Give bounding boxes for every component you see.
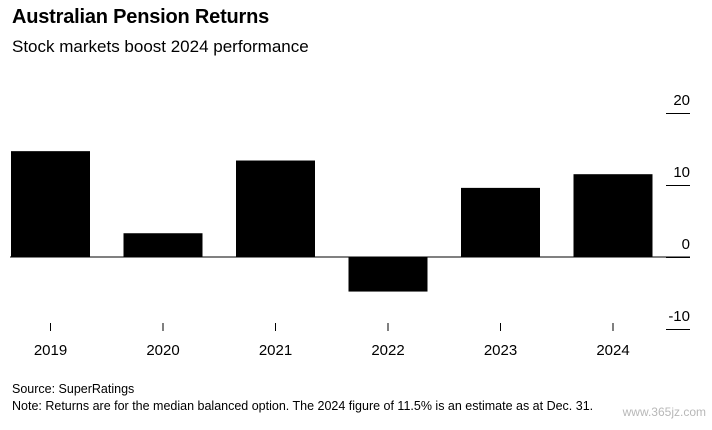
bar-2022 [348, 257, 428, 292]
chart-title: Australian Pension Returns [12, 6, 270, 28]
y-tick-label: 20 [673, 92, 690, 109]
watermark: www.365jz.com [622, 405, 706, 419]
chart-subtitle: Stock markets boost 2024 performance [12, 37, 309, 56]
bar-2023 [461, 187, 540, 257]
bar-2021 [236, 160, 315, 257]
y-tick-label: 10 [673, 164, 690, 181]
y-tick-label: 0 [682, 236, 690, 253]
x-tick-label: 2019 [34, 342, 67, 359]
source-note: Source: SuperRatings [12, 382, 135, 396]
x-tick-label: 2022 [371, 342, 404, 359]
x-tick-label: 2020 [146, 342, 179, 359]
x-tick-label: 2021 [259, 342, 292, 359]
bar-2019 [11, 151, 90, 257]
bar-2024 [573, 174, 653, 257]
footnote: Note: Returns are for the median balance… [12, 399, 594, 413]
bar-chart: 2019 2020 2021 2022 2023 2024 20 10 0 -10 [10, 92, 690, 359]
x-tick-label: 2023 [484, 342, 517, 359]
y-tick-label: -10 [668, 308, 690, 325]
x-tick-label: 2024 [596, 342, 629, 359]
chart-footer: Source: SuperRatings Note: Returns are f… [12, 381, 593, 415]
bar-2020 [123, 233, 203, 257]
